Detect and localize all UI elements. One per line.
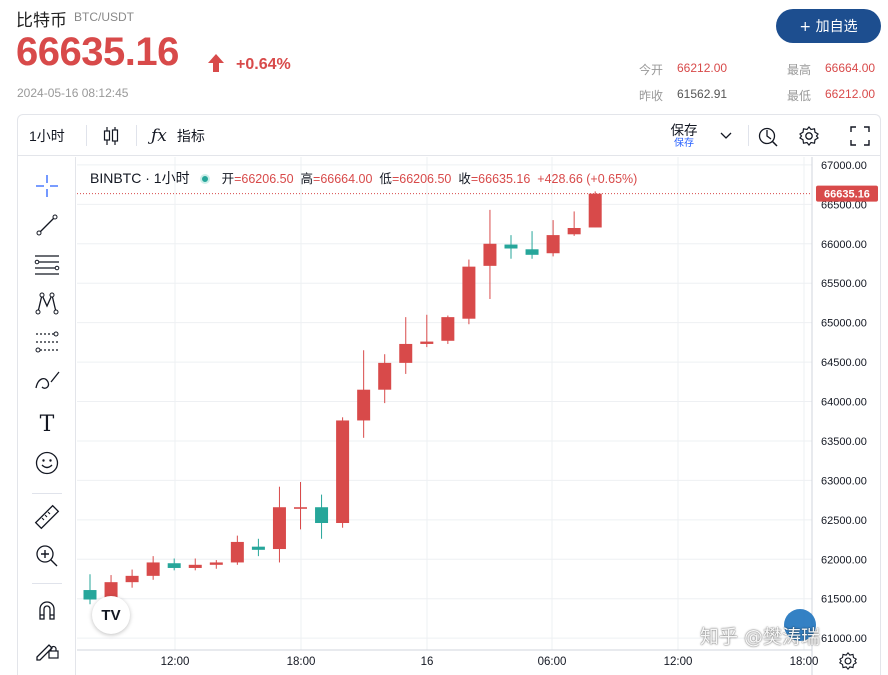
prev-close-label: 昨收 xyxy=(639,89,664,103)
low-label: 最低 xyxy=(787,89,812,103)
fx-icon: ƒx xyxy=(151,125,167,146)
chart-legend: BINBTC · 1小时 开=66206.50 高=66664.00 低=6620… xyxy=(90,170,638,186)
fullscreen-icon[interactable] xyxy=(850,115,870,156)
lock-pencil-icon[interactable] xyxy=(32,634,62,664)
open-label: 今开 xyxy=(639,63,664,77)
legend-change: +428.66 (+0.65%) xyxy=(537,172,638,186)
emoji-icon[interactable] xyxy=(32,448,62,478)
drawing-toolbar: T xyxy=(18,157,76,675)
legend-low: 66206.50 xyxy=(399,172,452,186)
sidebar-divider xyxy=(32,583,62,584)
watermark-avatar xyxy=(784,609,816,641)
chart-frame xyxy=(17,114,881,675)
asset-name: 比特币 xyxy=(16,11,67,31)
legend-symbol: BINBTC · 1小时 xyxy=(90,170,190,186)
watermark: 知乎 @樊涛瑞 xyxy=(700,626,821,648)
magnet-icon[interactable] xyxy=(32,595,62,625)
indicators-label: 指标 xyxy=(176,127,205,144)
tradingview-logo: TV xyxy=(92,596,130,634)
legend-open-label: 开 xyxy=(221,172,235,186)
low-value: 66212.00 xyxy=(825,87,876,101)
legend-open: 66206.50 xyxy=(241,172,294,186)
legend-low-label: 低 xyxy=(379,172,392,186)
fib-icon[interactable] xyxy=(32,327,62,357)
toolbar-divider xyxy=(748,125,749,146)
zoom-icon[interactable] xyxy=(32,541,62,571)
chart-toolbar: 1小时 ƒx 指标 保存 保存 xyxy=(18,115,880,156)
open-value: 66212.00 xyxy=(677,61,728,75)
up-arrow-icon xyxy=(208,54,224,72)
legend-high: 66664.00 xyxy=(320,172,373,186)
crosshair-icon[interactable] xyxy=(32,171,62,201)
legend-high-label: 高 xyxy=(300,172,314,186)
legend-close-label: 收 xyxy=(458,172,471,186)
ruler-icon[interactable] xyxy=(32,502,62,532)
interval-selector[interactable]: 1小时 xyxy=(29,127,65,144)
replay-icon[interactable] xyxy=(757,115,779,156)
toolbar-divider xyxy=(86,125,87,146)
brush-icon[interactable] xyxy=(32,366,62,396)
horizontal-lines-icon[interactable] xyxy=(32,249,62,279)
save-button[interactable]: 保存 保存 xyxy=(664,115,704,156)
high-value: 66664.00 xyxy=(825,61,876,75)
gear-icon[interactable] xyxy=(798,115,820,156)
pattern-icon[interactable] xyxy=(32,288,62,318)
trendline-icon[interactable] xyxy=(32,210,62,240)
market-status-icon xyxy=(199,174,210,184)
indicators-button[interactable]: ƒx 指标 xyxy=(151,115,205,156)
legend-close: 66635.16 xyxy=(478,172,531,186)
candles-icon[interactable] xyxy=(101,115,121,156)
chevron-down-icon[interactable] xyxy=(720,115,732,156)
scale-settings-icon[interactable] xyxy=(838,651,858,671)
text-icon[interactable]: T xyxy=(39,411,55,437)
price-change: +0.64% xyxy=(236,56,291,73)
prev-close-value: 61562.91 xyxy=(677,87,728,101)
trading-pair: BTC/USDT xyxy=(74,10,134,24)
high-label: 最高 xyxy=(787,63,812,77)
save-label: 保存 xyxy=(670,122,698,138)
toolbar-divider xyxy=(136,125,137,146)
timestamp: 2024-05-16 08:12:45 xyxy=(17,86,129,100)
add-watchlist-button[interactable]: + 加自选 xyxy=(776,9,881,43)
sidebar-divider xyxy=(32,493,62,494)
save-sub-label: 保存 xyxy=(674,137,694,149)
current-price: 66635.16 xyxy=(16,30,179,74)
